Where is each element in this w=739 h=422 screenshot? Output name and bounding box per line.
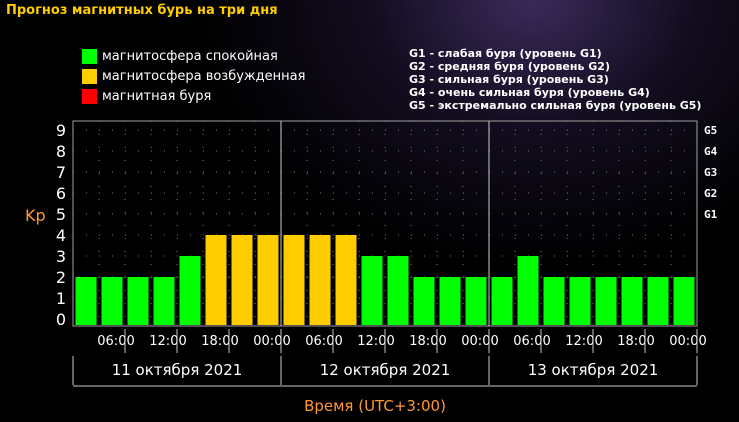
y-tick-label: 1 (56, 289, 66, 308)
kp-bar (257, 235, 279, 325)
kp-bar (517, 256, 539, 325)
kp-bar (595, 277, 617, 325)
time-tick-label: 00:00 (669, 334, 706, 349)
kp-bar (101, 277, 123, 325)
g-level-label: G1 (704, 208, 718, 221)
y-tick-label: 5 (56, 205, 66, 224)
y-tick-label: 9 (56, 121, 66, 140)
y-tick-label: 0 (56, 310, 66, 329)
legend-item-active: магнитосфера возбужденная (82, 69, 305, 85)
time-tick-label: 06:00 (97, 334, 134, 349)
time-tick-label: 18:00 (201, 334, 238, 349)
time-tick-label: 12:00 (357, 334, 394, 349)
kp-bar (413, 277, 435, 325)
g-legend-g2: G2 - средняя буря (уровень G2) (409, 60, 610, 73)
legend-swatch-quiet (82, 49, 97, 64)
time-tick-label: 12:00 (565, 334, 602, 349)
kp-bar (309, 235, 331, 325)
g-level-label: G4 (704, 145, 718, 158)
kp-bar (621, 277, 643, 325)
time-tick-label: 00:00 (253, 334, 290, 349)
legend-label-quiet: магнитосфера спокойная (102, 49, 278, 64)
x-axis-label: Время (UTC+3:00) (304, 397, 446, 415)
y-tick-label: 3 (56, 247, 66, 266)
page-title: Прогноз магнитных бурь на три дня (6, 3, 278, 18)
kp-bar (231, 235, 253, 325)
time-tick-label: 00:00 (461, 334, 498, 349)
g-legend-g5: G5 - экстремально сильная буря (уровень … (409, 99, 702, 112)
kp-bar (179, 256, 201, 325)
kp-bar (387, 256, 409, 325)
y-axis-label: Kp (25, 206, 46, 225)
date-label: 11 октября 2021 (112, 361, 243, 379)
g-level-label: G5 (704, 124, 717, 137)
kp-bar (543, 277, 565, 325)
y-tick-label: 6 (56, 184, 66, 203)
kp-bar (491, 277, 513, 325)
time-tick-label: 06:00 (513, 334, 550, 349)
legend-label-storm: магнитная буря (102, 89, 212, 104)
legend-swatch-storm (82, 89, 97, 104)
kp-bar (283, 235, 305, 325)
date-label: 13 октября 2021 (528, 361, 659, 379)
legend-swatch-active (82, 69, 97, 84)
kp-bar (569, 277, 591, 325)
time-tick-label: 12:00 (149, 334, 186, 349)
y-tick-label: 4 (56, 226, 66, 245)
time-tick-label: 18:00 (409, 334, 446, 349)
g-legend-g4: G4 - очень сильная буря (уровень G4) (409, 86, 650, 99)
legend-item-storm: магнитная буря (82, 89, 211, 105)
y-tick-label: 8 (56, 142, 66, 161)
kp-bar (205, 235, 227, 325)
kp-bar (439, 277, 461, 325)
g-legend-g1: G1 - слабая буря (уровень G1) (409, 47, 602, 60)
kp-bar (647, 277, 669, 325)
legend-label-active: магнитосфера возбужденная (102, 69, 306, 84)
date-label: 12 октября 2021 (320, 361, 451, 379)
kp-bar (465, 277, 487, 325)
kp-bar (153, 277, 175, 325)
kp-bar (335, 235, 357, 325)
time-tick-label: 18:00 (617, 334, 654, 349)
y-tick-label: 2 (56, 268, 66, 287)
g-level-label: G2 (704, 187, 717, 200)
time-tick-label: 06:00 (305, 334, 342, 349)
y-tick-label: 7 (56, 163, 66, 182)
legend-item-quiet: магнитосфера спокойная (82, 49, 278, 65)
kp-bar (673, 277, 695, 325)
g-level-label: G3 (704, 166, 717, 179)
kp-bar (127, 277, 149, 325)
g-legend-g3: G3 - сильная буря (уровень G3) (409, 73, 609, 86)
kp-bar (361, 256, 383, 325)
kp-bar (75, 277, 97, 325)
